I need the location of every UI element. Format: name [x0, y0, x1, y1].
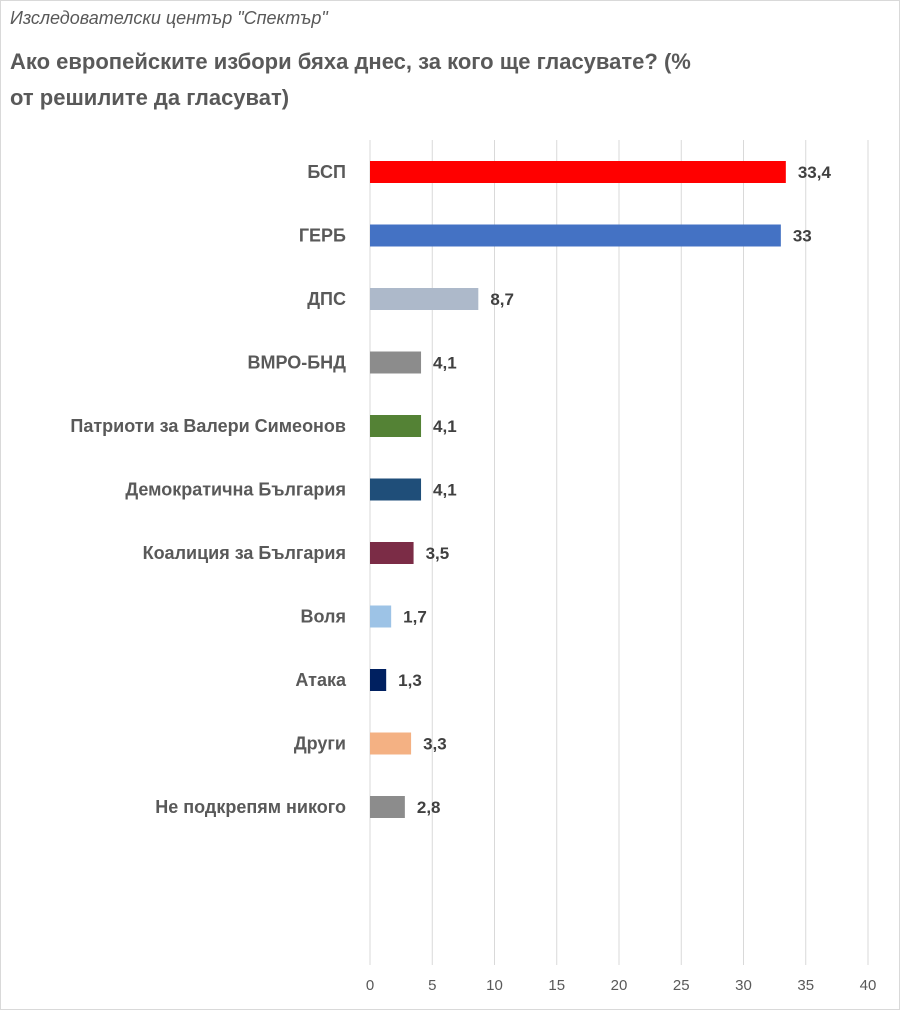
x-tick-label-20: 20	[611, 977, 628, 994]
category-label-6: Демократична България	[125, 480, 346, 500]
value-label-1: 33,4	[798, 163, 832, 182]
x-tick-label-15: 15	[548, 977, 565, 994]
bars	[370, 161, 786, 818]
x-tick-label-5: 5	[428, 977, 436, 994]
chart-title: Ако европейските избори бяха днес, за ко…	[10, 49, 691, 110]
bar-2	[370, 224, 781, 247]
value-label-7: 3,5	[426, 544, 450, 563]
value-labels: 33,4 33 8,7 4,1 4,1 4,1 3,5 1,7 1,3 3,3 2,8	[398, 163, 831, 817]
value-label-11: 2,8	[417, 798, 441, 817]
x-axis-tick-labels: 0 5 10 15 20 25 30 35 40	[366, 977, 877, 994]
category-label-7: Коалиция за България	[143, 543, 346, 563]
bar-5	[370, 415, 422, 437]
category-label-10: Други	[294, 734, 346, 754]
value-label-2: 33	[793, 227, 812, 246]
bar-9	[370, 669, 387, 691]
category-label-1: БСП	[307, 162, 346, 182]
value-label-10: 3,3	[423, 735, 447, 754]
value-label-5: 4,1	[433, 417, 457, 436]
category-label-11: Не подкрепям никого	[155, 797, 346, 817]
category-label-5: Патриоти за Валери Симеонов	[70, 416, 346, 436]
value-label-8: 1,7	[403, 608, 427, 627]
bar-1	[370, 161, 786, 183]
x-tick-label-40: 40	[860, 977, 877, 994]
bar-8	[370, 605, 392, 628]
bar-7	[370, 542, 414, 564]
category-label-4: ВМРО-БНД	[247, 353, 346, 373]
x-tick-label-0: 0	[366, 977, 374, 994]
bar-6	[370, 478, 422, 501]
value-label-4: 4,1	[433, 354, 457, 373]
bar-10	[370, 732, 412, 755]
category-label-8: Воля	[301, 607, 346, 627]
x-tick-label-10: 10	[486, 977, 503, 994]
category-label-9: Атака	[295, 670, 347, 690]
category-label-2: ГЕРБ	[299, 226, 346, 246]
value-label-3: 8,7	[490, 290, 514, 309]
bar-11	[370, 796, 405, 818]
x-tick-label-35: 35	[797, 977, 814, 994]
x-tick-label-30: 30	[735, 977, 752, 994]
value-label-6: 4,1	[433, 481, 457, 500]
x-tick-label-25: 25	[673, 977, 690, 994]
value-label-9: 1,3	[398, 671, 422, 690]
bar-4	[370, 351, 422, 374]
category-labels: БСП ГЕРБ ДПС ВМРО-БНД Патриоти за Валери Сим…	[70, 162, 347, 817]
bar-3	[370, 288, 479, 310]
category-label-3: ДПС	[307, 289, 346, 309]
chart-source: Изследователски център "Спектър"	[10, 8, 328, 28]
